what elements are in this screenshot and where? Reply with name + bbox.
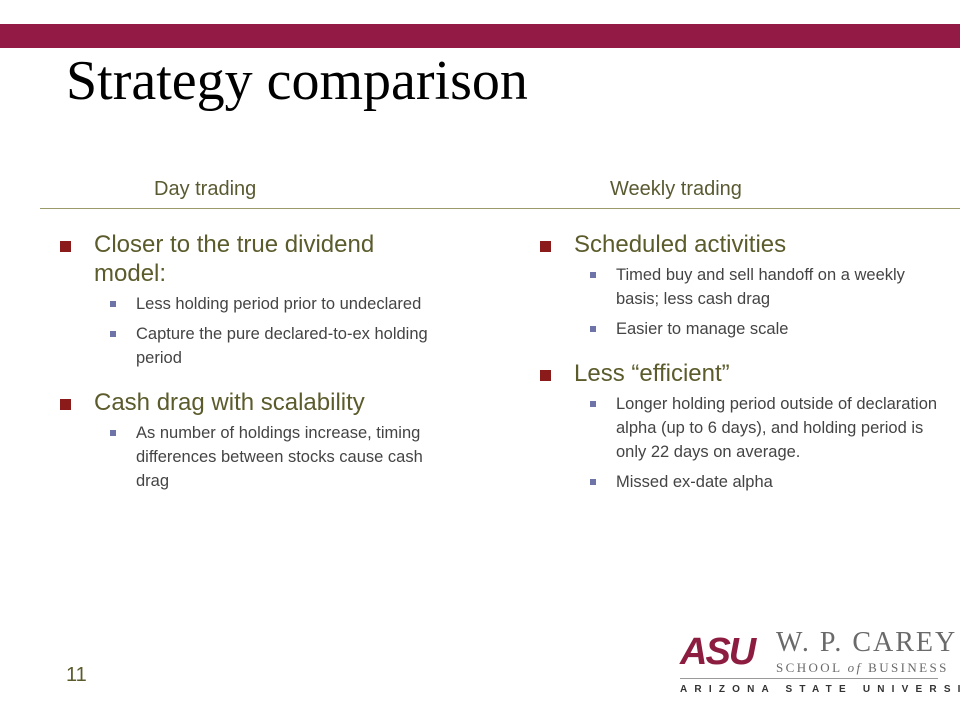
- small-square-bullet-icon: [110, 301, 116, 307]
- sub-bullet-item: Missed ex-date alpha: [538, 470, 948, 494]
- bullet-group: Less “efficient” Longer holding period o…: [538, 359, 948, 494]
- bullet-item: Closer to the true dividend model:: [58, 230, 448, 288]
- header-divider: [40, 208, 960, 209]
- column-heading-weekly-trading: Weekly trading: [610, 178, 742, 200]
- bullet-item: Less “efficient”: [538, 359, 948, 388]
- bullet-text: Scheduled activities: [574, 231, 787, 258]
- small-square-bullet-icon: [590, 401, 596, 407]
- bullet-item: Scheduled activities: [538, 230, 948, 259]
- square-bullet-icon: [540, 241, 551, 252]
- column-heading-day-trading: Day trading: [154, 178, 257, 200]
- bullet-text: Cash drag with scalability: [94, 389, 365, 416]
- top-accent-bar: [0, 24, 960, 48]
- bullet-group: Closer to the true dividend model: Less …: [58, 230, 448, 370]
- small-square-bullet-icon: [110, 331, 116, 337]
- bullet-group: Scheduled activities Timed buy and sell …: [538, 230, 948, 341]
- page-number: 11: [66, 664, 87, 686]
- bullet-item: Cash drag with scalability: [58, 388, 448, 417]
- sub-bullet-text: As number of holdings increase, timing d…: [136, 424, 423, 490]
- slide-title: Strategy comparison: [66, 50, 528, 112]
- small-square-bullet-icon: [590, 272, 596, 278]
- logo-school-subtitle: SCHOOL of BUSINESS: [776, 660, 949, 676]
- logo-business-word: BUSINESS: [868, 660, 949, 675]
- logo-of-word: of: [847, 660, 863, 675]
- small-square-bullet-icon: [590, 479, 596, 485]
- logo-school-word: SCHOOL: [776, 660, 842, 675]
- sub-bullet-text: Missed ex-date alpha: [616, 473, 773, 491]
- small-square-bullet-icon: [110, 430, 116, 436]
- sub-bullet-text: Timed buy and sell handoff on a weekly b…: [616, 266, 905, 308]
- sub-bullet-item: Capture the pure declared-to-ex holding …: [58, 322, 448, 370]
- sub-bullet-text: Less holding period prior to undeclared: [136, 295, 422, 313]
- square-bullet-icon: [60, 241, 71, 252]
- sub-bullet-item: As number of holdings increase, timing d…: [58, 421, 448, 493]
- logo-school-name: W. P. CAREY: [776, 627, 958, 658]
- weekly-trading-column: Scheduled activities Timed buy and sell …: [538, 230, 948, 512]
- asu-mark-icon: ASU: [680, 631, 756, 673]
- bullet-text: Less “efficient”: [574, 360, 730, 387]
- square-bullet-icon: [540, 370, 551, 381]
- wp-carey-logo: ASU W. P. CAREY SCHOOL of BUSINESS ARIZO…: [680, 626, 960, 698]
- sub-bullet-item: Easier to manage scale: [538, 317, 948, 341]
- sub-bullet-item: Longer holding period outside of declara…: [538, 392, 948, 464]
- logo-divider: [680, 678, 938, 679]
- sub-bullet-item: Less holding period prior to undeclared: [58, 292, 448, 316]
- bullet-group: Cash drag with scalability As number of …: [58, 388, 448, 493]
- square-bullet-icon: [60, 399, 71, 410]
- sub-bullet-item: Timed buy and sell handoff on a weekly b…: [538, 263, 948, 311]
- small-square-bullet-icon: [590, 326, 596, 332]
- sub-bullet-text: Easier to manage scale: [616, 320, 789, 338]
- sub-bullet-text: Capture the pure declared-to-ex holding …: [136, 325, 428, 367]
- sub-bullet-text: Longer holding period outside of declara…: [616, 395, 938, 461]
- bullet-text: Closer to the true dividend model:: [94, 231, 375, 287]
- logo-university-name: ARIZONA STATE UNIVERSITY: [680, 684, 960, 695]
- day-trading-column: Closer to the true dividend model: Less …: [58, 230, 448, 511]
